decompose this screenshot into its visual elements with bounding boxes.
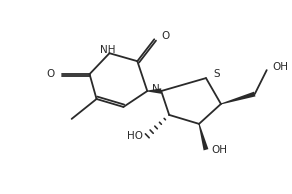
Text: OH: OH	[211, 145, 227, 155]
Polygon shape	[147, 88, 161, 94]
Polygon shape	[199, 124, 208, 150]
Text: O: O	[161, 31, 169, 41]
Text: NH: NH	[100, 45, 115, 55]
Text: N: N	[152, 84, 160, 94]
Polygon shape	[221, 92, 256, 104]
Text: S: S	[213, 69, 220, 79]
Text: O: O	[46, 69, 55, 79]
Text: HO: HO	[127, 131, 143, 141]
Text: OH: OH	[273, 62, 289, 72]
